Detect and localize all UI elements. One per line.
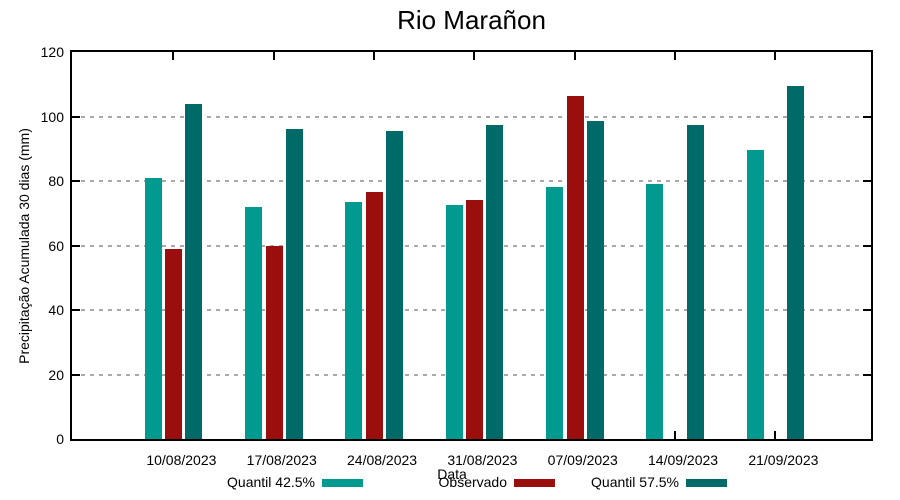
bar bbox=[445, 205, 463, 439]
y-tick-label: 40 bbox=[48, 302, 64, 318]
gridline bbox=[72, 180, 871, 182]
x-tick-label: 17/08/2023 bbox=[246, 452, 317, 468]
y-tick-label: 80 bbox=[48, 173, 64, 189]
y-tick-mark bbox=[863, 115, 871, 118]
x-tick-label: 21/09/2023 bbox=[748, 452, 819, 468]
legend-swatch bbox=[686, 478, 727, 487]
x-tick-mark bbox=[272, 52, 275, 60]
legend-label: Quantil 42.5% bbox=[227, 474, 315, 490]
x-tick-mark bbox=[373, 52, 376, 60]
y-tick-label: 120 bbox=[40, 44, 64, 60]
bar bbox=[244, 206, 262, 439]
x-tick-label: 14/09/2023 bbox=[648, 452, 719, 468]
y-tick-mark bbox=[863, 244, 871, 247]
x-tick-label: 07/09/2023 bbox=[547, 452, 618, 468]
y-tick-mark bbox=[72, 115, 80, 118]
bar bbox=[265, 245, 283, 439]
bar bbox=[345, 201, 363, 439]
y-tick-mark bbox=[863, 180, 871, 182]
x-tick-label: 31/08/2023 bbox=[447, 452, 518, 468]
legend-swatch bbox=[322, 478, 363, 487]
legend-item: Quantil 42.5% bbox=[227, 474, 363, 491]
x-tick-mark bbox=[674, 52, 677, 60]
y-tick-label: 20 bbox=[48, 366, 64, 383]
bar bbox=[385, 131, 403, 439]
bar bbox=[486, 124, 504, 439]
x-tick-mark bbox=[774, 431, 777, 439]
bar bbox=[746, 150, 764, 439]
legend-label: Quantil 57.5% bbox=[591, 474, 679, 490]
x-tick-mark bbox=[473, 52, 476, 60]
y-tick-mark bbox=[863, 309, 871, 311]
bar bbox=[365, 192, 383, 439]
chart-title: Rio Marañon bbox=[397, 5, 546, 35]
bar bbox=[646, 184, 664, 439]
bar bbox=[545, 187, 563, 439]
x-tick-mark bbox=[774, 52, 777, 60]
bar bbox=[686, 124, 704, 439]
y-tick-mark bbox=[72, 180, 80, 182]
bar bbox=[144, 177, 162, 439]
y-tick-mark bbox=[72, 244, 80, 247]
y-tick-mark bbox=[72, 309, 80, 311]
x-axis-label: Data bbox=[437, 466, 467, 482]
y-tick-label: 60 bbox=[48, 237, 64, 254]
x-tick-label: 24/08/2023 bbox=[347, 452, 418, 468]
bar bbox=[586, 121, 604, 439]
plot-area bbox=[70, 50, 873, 441]
bar bbox=[566, 95, 584, 439]
x-tick-mark bbox=[573, 52, 576, 60]
legend-item: Observado bbox=[439, 474, 555, 491]
x-tick-label: 10/08/2023 bbox=[146, 452, 217, 468]
y-tick-mark bbox=[72, 373, 80, 376]
y-tick-label: 100 bbox=[40, 108, 64, 125]
x-tick-mark bbox=[674, 431, 677, 439]
bar bbox=[185, 103, 203, 439]
bar bbox=[165, 248, 183, 439]
bar bbox=[466, 200, 484, 439]
legend-label: Observado bbox=[438, 474, 507, 490]
legend-item: Quantil 57.5% bbox=[591, 474, 727, 491]
bar bbox=[285, 129, 303, 439]
legend-swatch bbox=[514, 478, 555, 487]
bar bbox=[787, 85, 805, 439]
y-tick-label: 0 bbox=[56, 431, 64, 447]
x-tick-mark bbox=[172, 52, 175, 60]
gridline bbox=[72, 115, 871, 118]
y-tick-mark bbox=[863, 373, 871, 376]
